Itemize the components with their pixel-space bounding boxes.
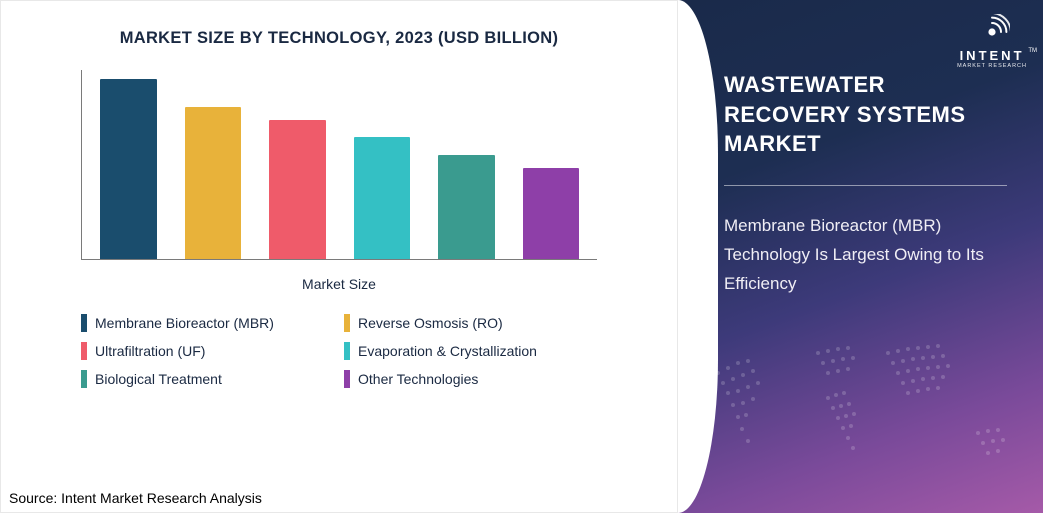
legend-label: Reverse Osmosis (RO) (358, 315, 503, 331)
logo-brand-text: INTENT (960, 48, 1025, 63)
legend: Membrane Bioreactor (MBR) Reverse Osmosis… (81, 314, 597, 388)
source-text: Source: Intent Market Research Analysis (9, 490, 262, 506)
legend-item-2: Ultrafiltration (UF) (81, 342, 334, 360)
legend-label: Other Technologies (358, 371, 478, 387)
bar-3 (354, 137, 411, 259)
bars-region (81, 70, 597, 260)
legend-label: Membrane Bioreactor (MBR) (95, 315, 274, 331)
chart-x-label: Market Size (81, 276, 597, 292)
market-subtitle: Membrane Bioreactor (MBR) Technology Is … (724, 212, 1007, 299)
legend-item-0: Membrane Bioreactor (MBR) (81, 314, 334, 332)
bar-5 (523, 168, 580, 259)
legend-swatch-icon (344, 314, 350, 332)
left-panel: MARKET SIZE BY TECHNOLOGY, 2023 (USD BIL… (0, 0, 678, 513)
legend-item-5: Other Technologies (344, 370, 597, 388)
legend-swatch-icon (344, 342, 350, 360)
bar-1 (185, 107, 242, 259)
legend-label: Biological Treatment (95, 371, 222, 387)
chart-title: MARKET SIZE BY TECHNOLOGY, 2023 (USD BIL… (41, 29, 637, 48)
divider-line (724, 185, 1007, 186)
bar-2 (269, 120, 326, 259)
market-title: WASTEWATER RECOVERY SYSTEMS MARKET (724, 70, 1007, 159)
legend-label: Ultrafiltration (UF) (95, 343, 205, 359)
logo-target-icon (974, 14, 1010, 50)
legend-swatch-icon (81, 370, 87, 388)
legend-swatch-icon (81, 342, 87, 360)
legend-item-1: Reverse Osmosis (RO) (344, 314, 597, 332)
legend-item-3: Evaporation & Crystallization (344, 342, 597, 360)
bar-4 (438, 155, 495, 260)
right-content: WASTEWATER RECOVERY SYSTEMS MARKET Membr… (714, 70, 1007, 299)
logo-tm: TM (1028, 48, 1037, 54)
world-map-dots-icon (678, 313, 1043, 513)
legend-swatch-icon (344, 370, 350, 388)
bar-0 (100, 79, 157, 260)
logo-sub-text: MARKET RESEARCH (957, 63, 1027, 69)
legend-item-4: Biological Treatment (81, 370, 334, 388)
brand-logo: INTENT MARKET RESEARCH TM (957, 14, 1027, 69)
right-panel: INTENT MARKET RESEARCH TM WASTEWATER REC… (678, 0, 1043, 513)
chart-area: Market Size (81, 70, 597, 292)
legend-label: Evaporation & Crystallization (358, 343, 537, 359)
legend-swatch-icon (81, 314, 87, 332)
